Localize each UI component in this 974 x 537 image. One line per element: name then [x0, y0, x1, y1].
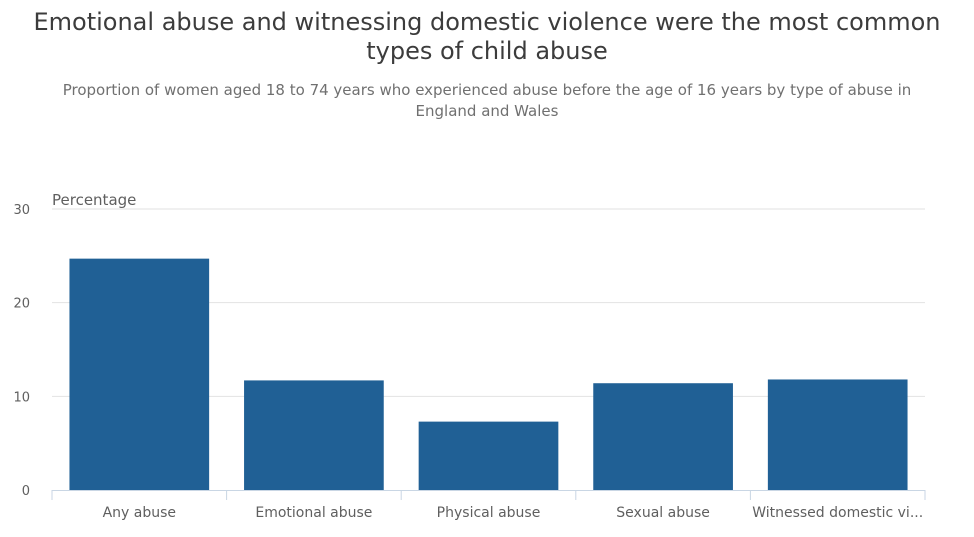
bar — [418, 421, 559, 490]
x-tick-label: Any abuse — [103, 505, 176, 521]
x-tick-label: Physical abuse — [437, 505, 541, 521]
bar — [69, 258, 210, 490]
bar — [767, 379, 908, 490]
x-tick-label: Witnessed domestic vi... — [752, 505, 923, 521]
x-tick-label: Emotional abuse — [255, 505, 372, 521]
bar — [593, 383, 733, 490]
chart-subtitle: Proportion of women aged 18 to 74 years … — [62, 81, 912, 120]
y-tick-label: 30 — [13, 203, 30, 218]
y-axis-label: Percentage — [52, 191, 136, 209]
bar — [244, 380, 384, 490]
y-tick-label: 10 — [13, 390, 30, 405]
y-tick-label: 0 — [22, 484, 30, 499]
chart-title: Emotional abuse and witnessing domestic … — [33, 8, 941, 65]
y-tick-label: 20 — [13, 297, 30, 312]
x-tick-label: Sexual abuse — [616, 505, 710, 521]
